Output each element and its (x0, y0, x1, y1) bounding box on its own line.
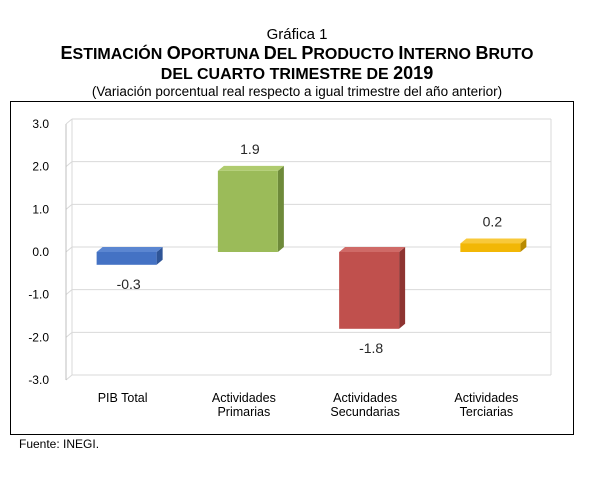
bar (96, 252, 157, 265)
gridline-depth (65, 118, 73, 125)
chart-subtitle: (Variación porcentual real respecto a ig… (91, 84, 503, 99)
x-tick-label: PIB Total (98, 391, 148, 405)
y-tick-label: -1.0 (28, 288, 49, 302)
bar-top (339, 247, 406, 252)
y-tick-label: -2.0 (28, 330, 49, 344)
data-label: 0.2 (483, 213, 503, 229)
chart-title-line2: DEL CUARTO TRIMESTRE DE 2019 (160, 63, 434, 83)
bar (217, 170, 278, 252)
bar-chart: 3.0 2.0 1.0 0.0 -1.0 -2.0 -3.0 -0.3 PIB Total 1.9… (28, 117, 552, 419)
figure-number: Gráfica 1 (266, 26, 328, 43)
x-tick-label: Actividades (333, 391, 397, 405)
data-label: 1.9 (240, 141, 260, 157)
bar-side (520, 238, 527, 252)
x-tick-label: Actividades (212, 391, 276, 405)
gridline-depth (65, 161, 73, 168)
bar-top (96, 247, 163, 252)
chart-title-line1: ESTIMACIÓN OPORTUNA DEL PRODUCTO INTERNO… (60, 43, 534, 63)
y-tick-label: 2.0 (32, 160, 49, 174)
data-label: -0.3 (117, 276, 141, 292)
gridline-depth (65, 331, 73, 338)
gridline-depth (65, 203, 73, 210)
source-note: Fuente: INEGI. (19, 437, 100, 451)
bar-side (156, 247, 163, 265)
y-tick-label: 1.0 (32, 202, 49, 216)
x-tick-label: Primarias (217, 405, 270, 419)
bar-side (399, 247, 406, 329)
gridline-depth (65, 289, 73, 296)
bar-side (277, 165, 284, 252)
x-tick-label: Terciarias (460, 405, 514, 419)
gridline-depth (65, 374, 73, 381)
bar-top (217, 165, 284, 171)
y-tick-label: -3.0 (28, 373, 49, 387)
y-tick-label: 3.0 (32, 117, 49, 131)
x-tick-label: Secundarias (330, 405, 400, 419)
bar-top (460, 238, 527, 244)
chart-frame: 3.0 2.0 1.0 0.0 -1.0 -2.0 -3.0 -0.3 PIB Total 1.9… (10, 101, 574, 435)
data-label: -1.8 (359, 340, 383, 356)
bar (339, 252, 400, 329)
gridline-depth (65, 246, 73, 253)
x-tick-label: Actividades (454, 391, 518, 405)
bar (460, 243, 521, 252)
y-tick-label: 0.0 (32, 245, 49, 259)
